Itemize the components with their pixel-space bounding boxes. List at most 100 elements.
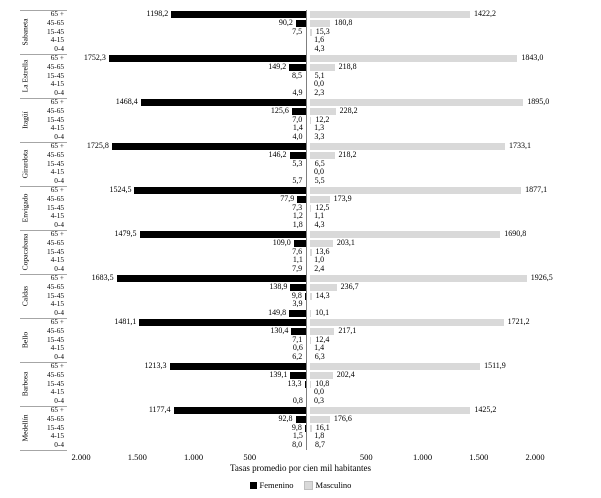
value-label-masculino: 1690,8 bbox=[504, 229, 527, 238]
value-label-masculino: 6,5 bbox=[314, 158, 325, 168]
value-label-masculino: 10,1 bbox=[315, 308, 330, 318]
value-label-masculino: 6,3 bbox=[314, 352, 325, 362]
bar-femenino bbox=[289, 310, 306, 318]
value-label-masculino: 5,5 bbox=[314, 176, 325, 186]
bar-masculino bbox=[310, 283, 337, 291]
bar-femenino bbox=[140, 98, 306, 106]
value-label-masculino: 218,8 bbox=[338, 61, 357, 71]
bar-masculino bbox=[310, 195, 330, 203]
value-label-masculino: 1,4 bbox=[314, 343, 325, 353]
value-label-femenino: 0,8 bbox=[292, 396, 303, 406]
value-label-masculino: 15,3 bbox=[315, 26, 330, 36]
age-tick-label: 4-15 bbox=[50, 255, 64, 265]
age-tick-label: 0-4 bbox=[54, 264, 64, 274]
age-tick-label: 65 + bbox=[50, 317, 64, 326]
value-label-masculino: 16,1 bbox=[315, 422, 330, 432]
group-separator bbox=[20, 273, 67, 275]
value-label-masculino: 1511,9 bbox=[484, 361, 506, 370]
x-axis-tick: 500 bbox=[359, 452, 373, 462]
value-label-femenino: 5,7 bbox=[292, 176, 303, 186]
center-axis-line bbox=[306, 10, 307, 450]
value-label-femenino: 1,2 bbox=[292, 211, 303, 221]
age-tick-label: 0-4 bbox=[54, 44, 64, 54]
value-label-femenino: 138,9 bbox=[269, 281, 288, 291]
value-label-masculino: 176,6 bbox=[333, 413, 352, 423]
value-label-femenino: 9,8 bbox=[291, 422, 302, 432]
value-label-masculino: 1,8 bbox=[314, 431, 325, 441]
age-tick-label: 0-4 bbox=[54, 352, 64, 362]
x-axis-tick: 1.500 bbox=[127, 452, 147, 462]
age-tick-label: 45-65 bbox=[46, 105, 64, 115]
value-label-masculino: 1,3 bbox=[314, 123, 325, 133]
bar-masculino bbox=[310, 415, 330, 423]
value-label-femenino: 8,5 bbox=[292, 70, 303, 80]
age-tick-label: 4-15 bbox=[50, 387, 64, 397]
bar-femenino bbox=[116, 274, 306, 282]
x-axis-tick: 2.000 bbox=[525, 452, 545, 462]
bar-masculino bbox=[310, 380, 312, 388]
bar-masculino bbox=[310, 19, 331, 27]
value-label-masculino: 4,3 bbox=[314, 220, 325, 230]
value-label-masculino: 180,8 bbox=[334, 17, 353, 27]
value-label-masculino: 1422,2 bbox=[473, 9, 496, 18]
age-tick-label: 0-4 bbox=[54, 308, 64, 318]
group-separator bbox=[20, 185, 67, 187]
group-separator bbox=[20, 449, 67, 451]
group-separator bbox=[20, 361, 67, 363]
value-label-masculino: 12,4 bbox=[315, 334, 330, 344]
bar-femenino bbox=[295, 19, 306, 27]
bar-femenino bbox=[134, 186, 306, 194]
bar-masculino bbox=[310, 186, 522, 194]
legend-item-femenino: Femenino bbox=[249, 480, 294, 490]
value-label-femenino: 1198,2 bbox=[146, 9, 169, 18]
value-label-masculino: 3,3 bbox=[314, 132, 325, 142]
x-axis-tick: 1.000 bbox=[412, 452, 433, 462]
bar-femenino bbox=[295, 415, 306, 423]
bar-femenino bbox=[139, 230, 306, 238]
value-label-femenino: 4,9 bbox=[292, 88, 303, 98]
value-label-masculino: 228,2 bbox=[339, 105, 358, 115]
group-separator bbox=[20, 317, 67, 319]
value-label-masculino: 1843,0 bbox=[521, 53, 544, 62]
value-label-masculino: 1425,2 bbox=[474, 405, 497, 414]
age-tick-label: 15-45 bbox=[46, 334, 64, 344]
value-label-masculino: 236,7 bbox=[340, 281, 359, 291]
value-label-femenino: 1683,5 bbox=[91, 273, 114, 282]
age-tick-label: 0-4 bbox=[54, 88, 64, 98]
value-label-masculino: 218,2 bbox=[338, 149, 357, 159]
x-axis-tick: 1.500 bbox=[469, 452, 489, 462]
age-tick-label: 4-15 bbox=[50, 35, 64, 45]
value-label-femenino: 1524,5 bbox=[109, 185, 132, 194]
age-tick-label: 45-65 bbox=[46, 17, 64, 27]
value-label-femenino: 7,1 bbox=[292, 334, 303, 344]
bar-femenino bbox=[169, 362, 306, 370]
plot-area: Sabaneta 65 +1198,2 1422,2 45-65 90,2 180,8 15… bbox=[20, 9, 553, 451]
age-tick-label: 15-45 bbox=[46, 378, 64, 388]
age-tick-label: 45-65 bbox=[46, 149, 64, 159]
group-separator bbox=[20, 53, 67, 55]
bar-femenino bbox=[173, 406, 306, 414]
bar-femenino bbox=[139, 318, 306, 326]
value-label-femenino: 77,9 bbox=[280, 193, 295, 203]
bar-masculino bbox=[310, 406, 471, 414]
value-label-femenino: 1725,8 bbox=[86, 141, 109, 150]
value-label-femenino: 4,0 bbox=[292, 132, 303, 142]
value-label-masculino: 2,4 bbox=[314, 264, 325, 274]
value-label-masculino: 1,1 bbox=[314, 211, 325, 221]
bar-femenino bbox=[111, 142, 306, 150]
legend-label-masculino: Masculino bbox=[315, 480, 352, 490]
age-tick-label: 4-15 bbox=[50, 167, 64, 177]
age-tick-label: 0-4 bbox=[54, 396, 64, 406]
value-label-femenino: 125,6 bbox=[270, 105, 289, 115]
value-label-masculino: 14,3 bbox=[315, 290, 330, 300]
value-label-femenino: 6,2 bbox=[292, 352, 303, 362]
bar-masculino bbox=[310, 204, 312, 212]
value-label-femenino: 7,3 bbox=[292, 202, 303, 212]
value-label-femenino: 1,5 bbox=[292, 431, 303, 441]
value-label-femenino: 130,4 bbox=[270, 325, 289, 335]
bar-masculino bbox=[310, 274, 527, 282]
bar-masculino bbox=[310, 310, 312, 318]
masculino-swatch-icon bbox=[303, 480, 313, 490]
bar-femenino bbox=[171, 10, 306, 18]
